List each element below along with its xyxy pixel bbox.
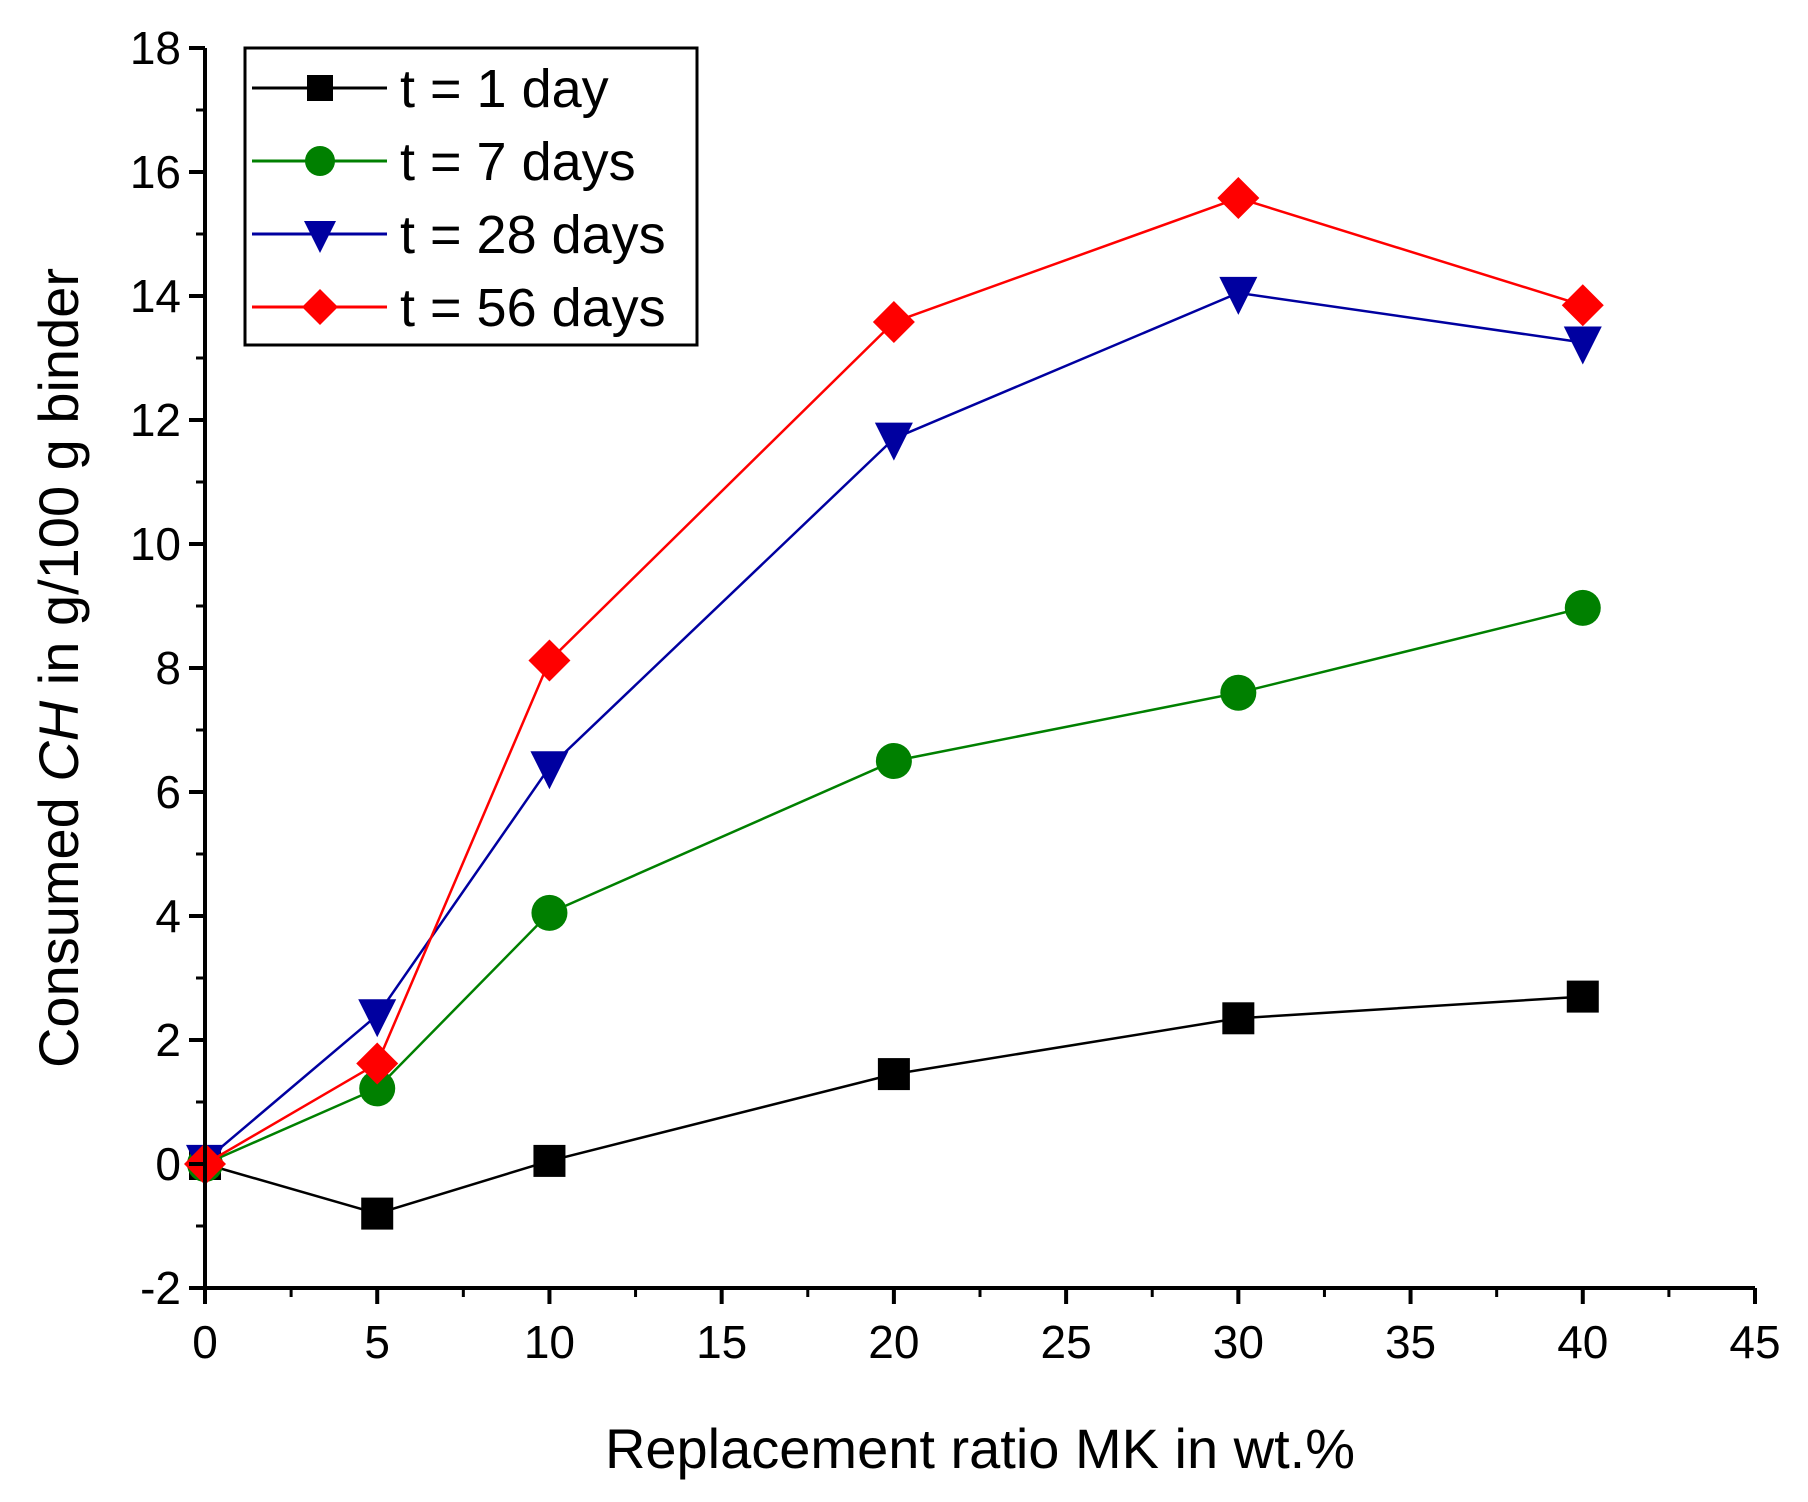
data-point xyxy=(872,301,915,344)
x-tick-label: 0 xyxy=(192,1316,218,1368)
legend-marker xyxy=(307,75,333,101)
y-tick-label: 16 xyxy=(130,146,181,198)
series-line xyxy=(204,291,1583,1162)
series-layer xyxy=(184,177,1604,1230)
x-tick-label: 10 xyxy=(524,1316,575,1368)
data-point xyxy=(1217,177,1260,220)
data-point xyxy=(1564,589,1601,626)
series-t-1-day xyxy=(189,980,1599,1230)
y-tick-label: 0 xyxy=(155,1138,181,1190)
y-axis-label-italic: CH xyxy=(27,700,90,781)
data-point xyxy=(531,894,568,931)
legend-label: t = 56 days xyxy=(400,278,666,338)
data-point xyxy=(356,1042,399,1085)
data-point xyxy=(1561,284,1604,327)
legend-label: t = 1 day xyxy=(400,59,609,119)
data-point xyxy=(361,1197,394,1230)
x-tick-label: 45 xyxy=(1729,1316,1780,1368)
y-tick-label: 12 xyxy=(130,394,181,446)
data-point xyxy=(875,743,912,779)
series-t-7-days xyxy=(187,589,1601,1182)
data-point xyxy=(1222,1002,1255,1035)
x-tick-label: 30 xyxy=(1213,1316,1264,1368)
series-line xyxy=(204,196,1584,1166)
y-tick-label: 6 xyxy=(155,766,181,818)
legend-marker xyxy=(302,289,338,325)
y-tick-label: 8 xyxy=(155,642,181,694)
data-point xyxy=(1219,276,1258,315)
x-tick-label: 5 xyxy=(364,1316,390,1368)
x-tick-label: 25 xyxy=(1041,1316,1092,1368)
y-tick-label: 4 xyxy=(155,890,181,942)
series-line xyxy=(204,606,1584,1166)
y-tick-label: 10 xyxy=(130,518,181,570)
data-point xyxy=(877,1058,910,1091)
x-tick-label: 40 xyxy=(1557,1316,1608,1368)
x-tick-label: 15 xyxy=(696,1316,747,1368)
data-point xyxy=(358,999,397,1038)
data-point xyxy=(1566,980,1599,1013)
legend-marker xyxy=(304,221,336,253)
y-tick-label: -2 xyxy=(140,1262,181,1314)
y-axis-label: Consumed CH in g/100 g binder xyxy=(27,268,90,1068)
y-tick-label: 18 xyxy=(130,22,181,74)
legend: t = 1 day t = 7 days t = 28 days t = 56 day… xyxy=(243,46,699,347)
data-point xyxy=(359,1070,396,1107)
legend-label: t = 28 days xyxy=(400,205,666,265)
data-point xyxy=(1220,674,1257,711)
x-tick-label: 35 xyxy=(1385,1316,1436,1368)
data-point xyxy=(528,639,571,682)
y-axis-label-suffix: in g/100 g binder xyxy=(27,268,90,701)
legend-label: t = 7 days xyxy=(400,132,636,192)
x-axis-label: Replacement ratio MK in wt.% xyxy=(605,1417,1355,1480)
data-point xyxy=(874,422,913,461)
x-tick-label: 20 xyxy=(868,1316,919,1368)
data-point xyxy=(533,1144,566,1177)
y-axis-label-prefix: Consumed xyxy=(27,782,90,1068)
data-point xyxy=(1563,326,1602,365)
series-line xyxy=(204,995,1583,1215)
y-tick-label: 2 xyxy=(155,1014,181,1066)
legend-marker xyxy=(305,146,335,176)
y-tick-label: 14 xyxy=(130,270,181,322)
data-point xyxy=(530,751,569,790)
series-t-28-days xyxy=(186,276,1602,1183)
series-t-56-days xyxy=(184,177,1604,1185)
